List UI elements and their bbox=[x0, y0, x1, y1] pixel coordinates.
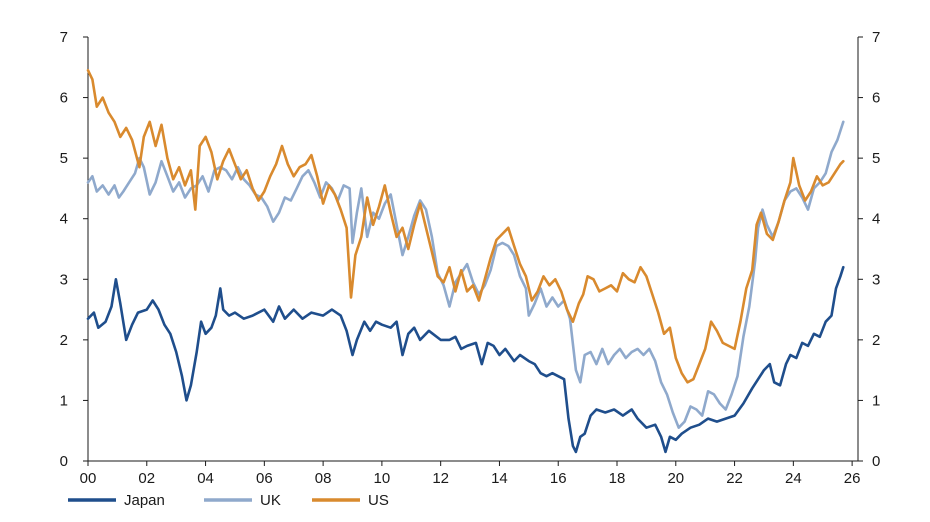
left-y-tick-label: 0 bbox=[60, 453, 68, 470]
legend-label-japan: Japan bbox=[124, 492, 165, 509]
right-y-tick-label: 7 bbox=[872, 29, 880, 46]
x-tick-label: 14 bbox=[491, 470, 508, 487]
right-y-tick-label: 3 bbox=[872, 271, 880, 288]
series-line-japan bbox=[86, 265, 845, 454]
x-tick-label: 10 bbox=[374, 470, 391, 487]
x-tick-label: 08 bbox=[315, 470, 332, 487]
legend-label-us: US bbox=[368, 492, 389, 509]
x-tick-label: 06 bbox=[256, 470, 273, 487]
x-tick-label: 00 bbox=[80, 470, 97, 487]
x-axis-ticks: 00 02 04 06 08 10 12 14 16 18 20 22 24 26 bbox=[80, 461, 861, 487]
x-tick-label: 02 bbox=[138, 470, 155, 487]
left-y-tick-label: 1 bbox=[60, 392, 68, 409]
right-y-tick-label: 4 bbox=[872, 211, 880, 228]
legend: Japan UK US bbox=[68, 492, 389, 509]
right-y-tick-label: 6 bbox=[872, 90, 880, 107]
x-tick-label: 20 bbox=[667, 470, 684, 487]
left-y-tick-label: 3 bbox=[60, 271, 68, 288]
axes bbox=[87, 37, 859, 462]
x-tick-label: 16 bbox=[550, 470, 567, 487]
series-lines bbox=[86, 69, 845, 454]
x-tick-label: 12 bbox=[432, 470, 449, 487]
right-y-axis-ticks: 0 1 2 3 4 5 6 7 bbox=[858, 29, 880, 470]
left-y-tick-label: 2 bbox=[60, 332, 68, 349]
x-tick-label: 26 bbox=[844, 470, 861, 487]
right-y-tick-label: 1 bbox=[872, 392, 880, 409]
x-tick-label: 04 bbox=[197, 470, 214, 487]
legend-label-uk: UK bbox=[260, 492, 281, 509]
x-tick-label: 18 bbox=[609, 470, 626, 487]
left-y-tick-label: 6 bbox=[60, 90, 68, 107]
left-y-tick-label: 5 bbox=[60, 150, 68, 167]
left-y-tick-label: 7 bbox=[60, 29, 68, 46]
series-line-uk bbox=[86, 120, 845, 429]
left-y-axis-ticks: 0 1 2 3 4 5 6 7 bbox=[60, 29, 88, 470]
right-y-tick-label: 0 bbox=[872, 453, 880, 470]
right-y-tick-label: 5 bbox=[872, 150, 880, 167]
right-y-tick-label: 2 bbox=[872, 332, 880, 349]
x-tick-label: 24 bbox=[785, 470, 802, 487]
x-tick-label: 22 bbox=[726, 470, 743, 487]
series-line-us bbox=[86, 69, 845, 384]
left-y-tick-label: 4 bbox=[60, 211, 68, 228]
